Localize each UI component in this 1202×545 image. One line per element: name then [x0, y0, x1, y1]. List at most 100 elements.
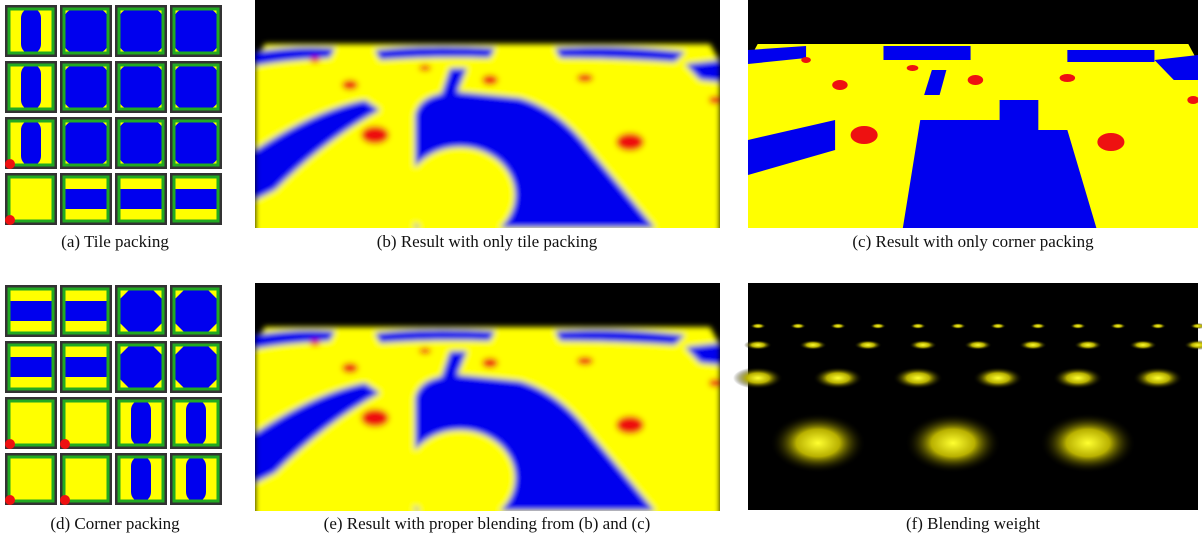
- caption: (f) Blending weight: [906, 514, 1040, 533]
- spot: [342, 363, 358, 373]
- tile-face: [63, 400, 109, 446]
- spot: [851, 126, 878, 144]
- tile-shape: [186, 400, 206, 446]
- tile-shape: [63, 8, 109, 54]
- weight-spot: [854, 340, 882, 350]
- tile-dot: [5, 215, 15, 225]
- spot: [1060, 74, 1075, 82]
- weight-spot: [973, 367, 1023, 389]
- ground: [255, 327, 721, 526]
- spot: [361, 409, 389, 427]
- tile-shape: [173, 64, 219, 110]
- weight-spot: [1053, 367, 1103, 389]
- tile: [60, 117, 112, 169]
- tile-shape: [173, 8, 219, 54]
- tile: [60, 341, 112, 393]
- tile: [5, 61, 57, 113]
- tile: [170, 397, 222, 449]
- tile-shape: [21, 8, 41, 54]
- tile-shape: [173, 344, 219, 390]
- tile-grid: [5, 285, 222, 505]
- tile: [5, 341, 57, 393]
- render: [733, 283, 1202, 510]
- weight-spot: [905, 413, 1001, 473]
- tile: [115, 117, 167, 169]
- tile-dot: [60, 439, 70, 449]
- spot: [419, 348, 431, 354]
- weight-spot: [813, 367, 863, 389]
- tile: [60, 61, 112, 113]
- caption: (b) Result with only tile packing: [377, 232, 598, 251]
- spot: [616, 133, 644, 151]
- tile: [60, 285, 112, 337]
- spot: [907, 65, 919, 71]
- tile-shape: [131, 456, 151, 502]
- spot: [968, 75, 983, 85]
- weight-spot: [1070, 323, 1086, 329]
- pattern-region: [405, 430, 515, 526]
- pattern-region: [883, 46, 970, 60]
- tile: [115, 5, 167, 57]
- tile-shape: [8, 301, 54, 321]
- tile-shape: [118, 189, 164, 209]
- ground: [255, 44, 721, 243]
- tile: [5, 453, 57, 505]
- tile: [5, 5, 57, 57]
- spot: [361, 126, 389, 144]
- tile-dot: [5, 439, 15, 449]
- tile: [5, 285, 57, 337]
- weight-spot: [750, 323, 766, 329]
- ground: [748, 44, 1199, 240]
- spot: [310, 340, 320, 346]
- tile: [115, 341, 167, 393]
- tile-shape: [63, 189, 109, 209]
- tile: [170, 173, 222, 225]
- weight-spot: [744, 340, 772, 350]
- spot: [342, 80, 358, 90]
- tile-grid: [5, 5, 222, 225]
- weight-spot: [910, 323, 926, 329]
- tile-dot: [60, 495, 70, 505]
- weight-spot: [1150, 323, 1166, 329]
- weight-spot: [830, 323, 846, 329]
- tile-face: [8, 456, 54, 502]
- tile-shape: [63, 301, 109, 321]
- render: [748, 0, 1199, 240]
- tile-shape: [118, 8, 164, 54]
- tile-shape: [63, 64, 109, 110]
- spot: [482, 358, 498, 368]
- weight-spot: [964, 340, 992, 350]
- spot: [616, 416, 644, 434]
- tile-shape: [118, 64, 164, 110]
- tile-face: [63, 456, 109, 502]
- spot: [709, 96, 721, 104]
- page: (a) Tile packing (b) Result with only ti…: [0, 0, 1202, 545]
- tile-shape: [173, 288, 219, 334]
- weight-spot: [1129, 340, 1157, 350]
- render: [255, 283, 721, 526]
- tile: [170, 117, 222, 169]
- weight-spot: [799, 340, 827, 350]
- tile-dot: [5, 495, 15, 505]
- tile-face: [8, 400, 54, 446]
- tile: [170, 341, 222, 393]
- tile: [115, 173, 167, 225]
- tile-shape: [63, 357, 109, 377]
- weight-spot: [1030, 323, 1046, 329]
- caption: (d) Corner packing: [50, 514, 180, 533]
- spot: [1187, 96, 1199, 104]
- weight-spot: [909, 340, 937, 350]
- weight-spot: [893, 367, 943, 389]
- weight-spot: [870, 323, 886, 329]
- tile: [60, 173, 112, 225]
- weight-spot: [1110, 323, 1126, 329]
- spot: [419, 65, 431, 71]
- spot: [577, 357, 593, 365]
- tile-shape: [118, 344, 164, 390]
- render: [255, 0, 721, 243]
- tile-shape: [131, 400, 151, 446]
- weight-spot: [1040, 413, 1136, 473]
- caption: (e) Result with proper blending from (b)…: [324, 514, 651, 533]
- spot: [801, 57, 811, 63]
- weight-spot: [990, 323, 1006, 329]
